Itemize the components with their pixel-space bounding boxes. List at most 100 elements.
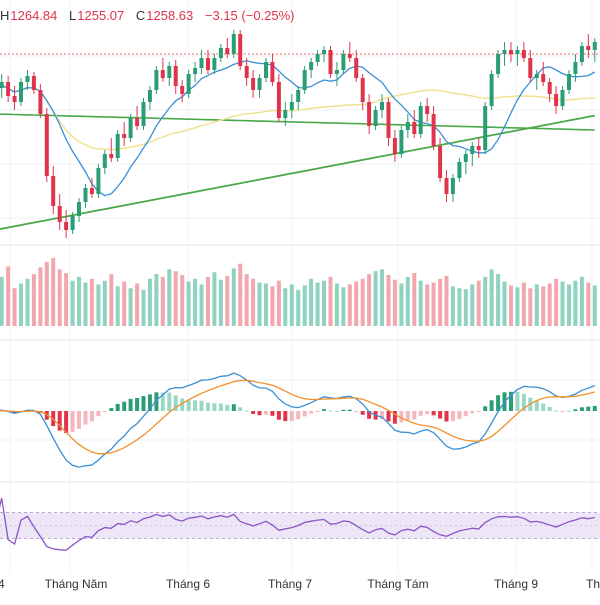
candle-body <box>586 46 591 50</box>
macd-histogram-bar <box>444 411 449 422</box>
volume-bar <box>270 286 275 326</box>
volume-bar <box>83 282 88 326</box>
volume-bar <box>206 276 210 326</box>
macd-histogram-bar <box>315 411 320 412</box>
candle-body <box>257 78 262 90</box>
volume-bar <box>431 282 436 326</box>
volume-bar <box>128 288 133 326</box>
macd-histogram-bar <box>231 404 236 411</box>
volume-bar <box>386 275 391 326</box>
volume-bar <box>470 284 475 326</box>
candle-body <box>476 146 481 150</box>
volume-bar <box>463 289 468 326</box>
candle-body <box>412 122 417 134</box>
candle-body <box>186 74 191 94</box>
macd-histogram-bar <box>147 394 152 411</box>
candle-body <box>509 50 513 54</box>
candle-body <box>135 118 140 126</box>
candle-body <box>25 76 30 82</box>
volume-bar <box>322 280 326 326</box>
volume-bar <box>483 276 488 326</box>
macd-histogram-bar <box>135 398 140 411</box>
macd-histogram-bar <box>431 411 436 416</box>
candle-body <box>51 176 56 206</box>
candle-body <box>502 50 507 54</box>
candle-body <box>0 82 4 88</box>
macd-histogram-bar <box>115 403 120 411</box>
volume-bar <box>450 286 455 326</box>
volume-bar <box>251 278 256 326</box>
macd-histogram-bar <box>476 411 481 412</box>
candle-body <box>328 50 333 74</box>
volume-bar <box>425 284 430 326</box>
candle-body <box>399 130 404 154</box>
volume-bar <box>141 290 146 326</box>
candle-body <box>579 46 584 62</box>
candle-body <box>96 168 101 194</box>
volume-bar <box>302 285 307 326</box>
volume-bar <box>12 288 17 326</box>
candle-body <box>367 102 372 126</box>
volume-bar <box>102 280 107 326</box>
candle-body <box>554 94 559 106</box>
macd-histogram-bar <box>360 411 365 415</box>
macd-histogram-bar <box>579 407 584 411</box>
macd-histogram-bar <box>341 409 346 411</box>
candle-body <box>251 78 256 90</box>
ma-fast-line <box>0 60 596 197</box>
x-tick-label: Tháng 9 <box>494 577 538 591</box>
volume-bar <box>6 266 11 326</box>
candle-body <box>405 122 410 130</box>
candle-body <box>463 154 468 162</box>
macd-histogram-bar <box>560 411 565 412</box>
candle-body <box>283 110 288 118</box>
volume-bar <box>392 279 397 326</box>
candle-body <box>315 54 320 62</box>
candle-body <box>567 74 571 90</box>
macd-histogram-bar <box>399 411 404 423</box>
volume-bar <box>122 281 127 326</box>
volume-bar <box>502 281 507 326</box>
macd-histogram-bar <box>457 411 462 419</box>
volume-bar <box>167 269 172 326</box>
candle-body <box>64 222 69 230</box>
volume-bar <box>579 276 584 326</box>
candle-body <box>180 86 185 94</box>
volume-bar <box>238 263 243 326</box>
volume-bar <box>77 276 81 326</box>
candle-body <box>489 74 494 106</box>
volume-bar <box>573 280 578 326</box>
volume-bar <box>154 274 159 326</box>
volume-bar <box>212 272 217 326</box>
macd-histogram-bar <box>586 406 591 411</box>
candle-body <box>89 188 94 194</box>
volume-bar <box>180 275 185 326</box>
candle-body <box>225 48 230 54</box>
x-tick-label: Tháng Tám <box>367 577 428 591</box>
volume-bar <box>135 283 140 326</box>
macd-histogram-bar <box>386 411 391 422</box>
macd-histogram-bar <box>270 411 275 416</box>
candle-body <box>322 50 326 54</box>
candle-body <box>244 66 249 78</box>
macd-histogram-bar <box>264 411 268 415</box>
candle-body <box>167 66 172 78</box>
macd-histogram-bar <box>199 400 204 411</box>
candle-body <box>373 110 378 126</box>
volume-bar <box>412 273 417 326</box>
candle-body <box>154 70 159 90</box>
candle-body <box>347 54 352 58</box>
candle-body <box>431 114 436 146</box>
macd-histogram-bar <box>89 411 94 422</box>
macd-histogram-bar <box>541 403 546 411</box>
candle-body <box>231 34 236 54</box>
volume-bar <box>515 287 520 326</box>
x-tick-label: Tháng Năm <box>45 577 108 591</box>
macd-histogram-bar <box>186 399 191 411</box>
close-label: C <box>135 8 146 23</box>
volume-bar <box>173 271 178 326</box>
candle-body <box>212 58 217 70</box>
macd-histogram-bar <box>405 411 410 421</box>
